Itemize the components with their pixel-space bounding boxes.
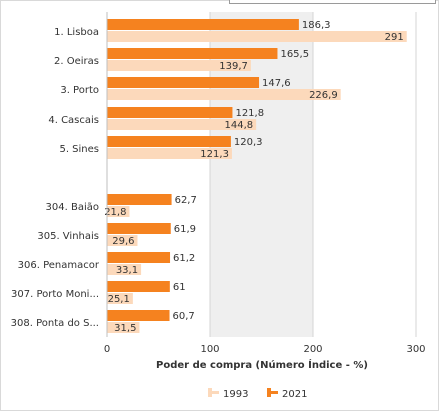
category-label: 308. Ponta do S... bbox=[11, 318, 99, 329]
bar-2021[interactable] bbox=[107, 107, 233, 118]
bar-2021[interactable] bbox=[107, 48, 278, 59]
value-label-1993: 291 bbox=[385, 32, 404, 43]
category-label: 304. Baião bbox=[46, 202, 99, 213]
bars-group bbox=[107, 19, 407, 333]
value-label-2021: 120,3 bbox=[234, 137, 263, 148]
bar-1993[interactable] bbox=[107, 31, 407, 42]
value-label-2021: 186,3 bbox=[302, 20, 331, 31]
legend-swatch-tail bbox=[212, 391, 219, 394]
value-label-2021: 165,5 bbox=[280, 49, 309, 60]
category-label: 2. Oeiras bbox=[54, 56, 99, 67]
x-tick-label: 100 bbox=[200, 344, 219, 355]
value-label-1993: 31,5 bbox=[114, 323, 136, 334]
bar-2021[interactable] bbox=[107, 252, 171, 263]
value-label-2021: 61,2 bbox=[173, 253, 195, 264]
legend-item-1993[interactable]: 1993 bbox=[208, 388, 248, 400]
value-label-1993: 121,3 bbox=[200, 149, 229, 160]
legend-swatch bbox=[208, 388, 212, 397]
bar-2021[interactable] bbox=[107, 19, 299, 30]
bar-2021[interactable] bbox=[107, 136, 231, 147]
legend-label: 1993 bbox=[223, 389, 248, 400]
value-label-2021: 60,7 bbox=[173, 311, 195, 322]
legend-item-2021[interactable]: 2021 bbox=[267, 388, 307, 400]
bar-1993[interactable] bbox=[107, 235, 138, 246]
value-label-2021: 121,8 bbox=[235, 108, 264, 119]
search-input[interactable] bbox=[229, 0, 436, 4]
value-label-1993: 226,9 bbox=[309, 90, 338, 101]
value-label-2021: 62,7 bbox=[175, 195, 197, 206]
legend-swatch bbox=[267, 388, 271, 397]
bar-2021[interactable] bbox=[107, 77, 260, 88]
bar-2021[interactable] bbox=[107, 194, 172, 205]
value-label-2021: 147,6 bbox=[262, 78, 291, 89]
bar-2021[interactable] bbox=[107, 281, 170, 292]
bar-1993[interactable] bbox=[107, 119, 257, 130]
labels-group: 1. Lisboa 186,3 291 2. Oeiras 165,5 139,7 3. P… bbox=[11, 20, 404, 334]
bar-2021[interactable] bbox=[107, 310, 170, 321]
legend-swatch-tail bbox=[271, 391, 278, 394]
value-label-1993: 21,8 bbox=[104, 207, 126, 218]
x-tick-label: 200 bbox=[303, 344, 322, 355]
category-label: 306. Penamacor bbox=[18, 260, 100, 271]
value-label-1993: 25,1 bbox=[108, 294, 130, 305]
category-label: 307. Porto Moni... bbox=[11, 289, 99, 300]
value-label-1993: 139,7 bbox=[219, 61, 248, 72]
value-label-1993: 29,6 bbox=[112, 236, 134, 247]
category-label: 4. Cascais bbox=[48, 115, 99, 126]
value-label-1993: 33,1 bbox=[116, 265, 138, 276]
bar-1993[interactable] bbox=[107, 293, 133, 304]
value-label-2021: 61 bbox=[173, 282, 186, 293]
category-label: 1. Lisboa bbox=[54, 27, 99, 38]
bar-1993[interactable] bbox=[107, 206, 130, 217]
value-label-1993: 144,8 bbox=[225, 120, 254, 131]
x-tick-label: 0 bbox=[104, 344, 110, 355]
category-label: 3. Porto bbox=[60, 85, 99, 96]
bar-2021[interactable] bbox=[107, 223, 171, 234]
category-label: 305. Vinhais bbox=[37, 231, 99, 242]
x-axis: 0 100 200 300 bbox=[104, 12, 426, 355]
bar-1993[interactable] bbox=[107, 322, 140, 333]
bar-1993[interactable] bbox=[107, 148, 232, 159]
legend-label: 2021 bbox=[282, 389, 307, 400]
x-tick-label: 300 bbox=[406, 344, 425, 355]
bar-1993[interactable] bbox=[107, 89, 341, 100]
category-label: 5. Sines bbox=[59, 144, 99, 155]
value-label-2021: 61,9 bbox=[174, 224, 196, 235]
bar-1993[interactable] bbox=[107, 60, 251, 71]
x-axis-title: Poder de compra (Número Índice - %) bbox=[156, 358, 368, 371]
bar-1993[interactable] bbox=[107, 264, 142, 275]
legend[interactable]: 1993 2021 bbox=[208, 388, 307, 400]
